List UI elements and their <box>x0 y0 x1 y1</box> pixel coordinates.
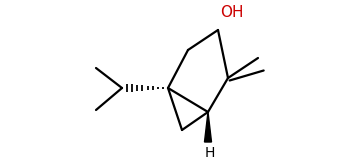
Text: H: H <box>205 146 215 160</box>
Text: OH: OH <box>220 4 244 19</box>
Polygon shape <box>204 112 212 142</box>
